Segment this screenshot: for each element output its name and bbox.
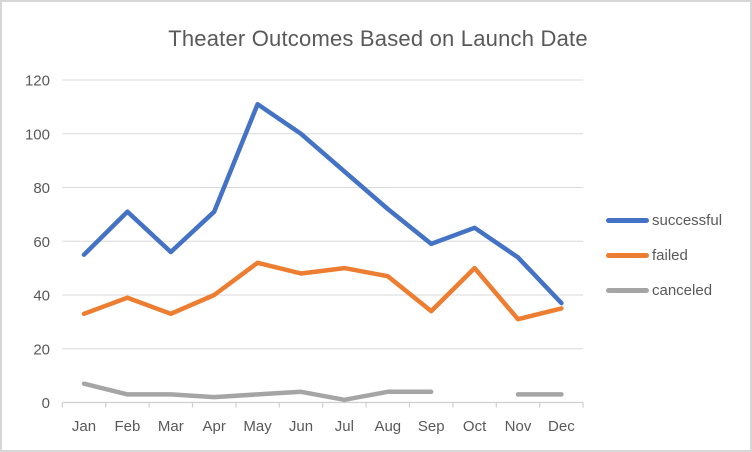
y-axis-tick-label: 20	[33, 341, 50, 358]
legend-swatch-successful	[606, 218, 649, 223]
legend-item-successful: successful	[606, 203, 722, 238]
legend-item-canceled: canceled	[606, 273, 722, 308]
x-axis-tick-label: Feb	[114, 418, 140, 435]
y-axis-tick-label: 0	[42, 395, 50, 412]
series-line-canceled	[81, 381, 564, 403]
legend-item-failed: failed	[606, 238, 722, 273]
x-axis-tick-label: Dec	[548, 418, 575, 435]
x-axis-tick-label: Apr	[203, 418, 226, 435]
x-axis-tick-label: Jan	[72, 418, 96, 435]
x-axis-tick-label: Sep	[418, 418, 445, 435]
x-axis-tick-label: Jul	[335, 418, 354, 435]
legend: successful failed canceled	[606, 203, 722, 308]
legend-label-successful: successful	[652, 212, 723, 229]
x-axis-tick-label: Oct	[463, 418, 487, 435]
x-axis-tick-label: Jun	[289, 418, 313, 435]
y-axis-tick-label: 40	[33, 288, 50, 305]
x-axis-tick-label: Nov	[505, 418, 532, 435]
legend-label-failed: failed	[652, 247, 688, 264]
legend-swatch-canceled	[606, 288, 649, 293]
y-axis-tick-label: 120	[25, 73, 50, 90]
chart-title: Theater Outcomes Based on Launch Date	[168, 26, 588, 51]
y-axis-tick-label: 100	[25, 126, 50, 143]
legend-label-canceled: canceled	[652, 282, 713, 299]
series-line-failed	[81, 260, 564, 322]
x-axis-tick-label: May	[243, 418, 272, 435]
x-axis-tick-label: Aug	[374, 418, 401, 435]
series-line-successful	[81, 101, 564, 306]
y-axis-tick-label: 80	[33, 180, 50, 197]
legend-swatch-failed	[606, 253, 649, 258]
x-axis-tick-label: Mar	[158, 418, 184, 435]
y-axis-tick-label: 60	[33, 234, 50, 251]
